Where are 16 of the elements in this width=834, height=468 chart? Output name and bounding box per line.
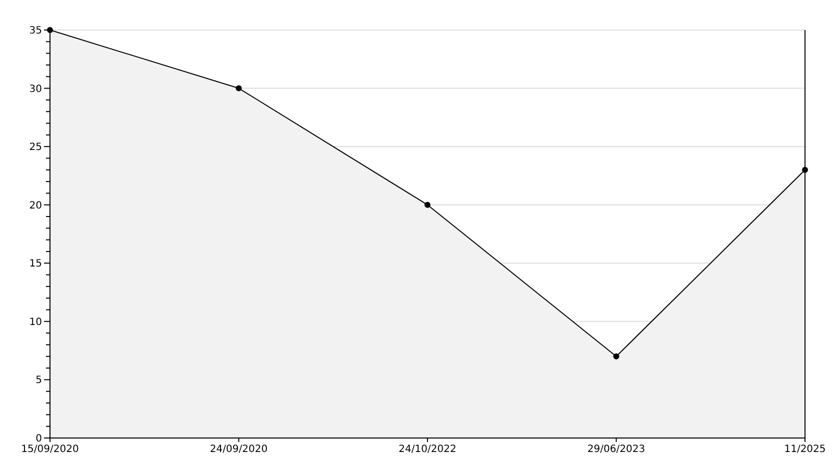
- point: [236, 85, 242, 92]
- y-tick-label: 0: [36, 434, 42, 444]
- x-tick-label: 24/09/2020: [210, 444, 268, 455]
- y-tick-label: 20: [29, 200, 42, 212]
- x-tick-label: 24/10/2022: [398, 444, 456, 455]
- y-tick-label: 10: [29, 316, 42, 328]
- x-tick-label: 29/06/2023: [587, 444, 646, 455]
- y-tick-label: 35: [29, 26, 42, 36]
- y-tick-label: 5: [36, 375, 42, 386]
- point: [424, 202, 430, 208]
- x-tick-label: 11/2025: [784, 444, 826, 455]
- point: [613, 353, 620, 360]
- y-tick-label: 25: [29, 142, 42, 154]
- x-tick-label: 15/09/2020: [21, 444, 79, 455]
- y-tick-label: 15: [29, 258, 42, 270]
- y-tick-label: 30: [29, 84, 42, 95]
